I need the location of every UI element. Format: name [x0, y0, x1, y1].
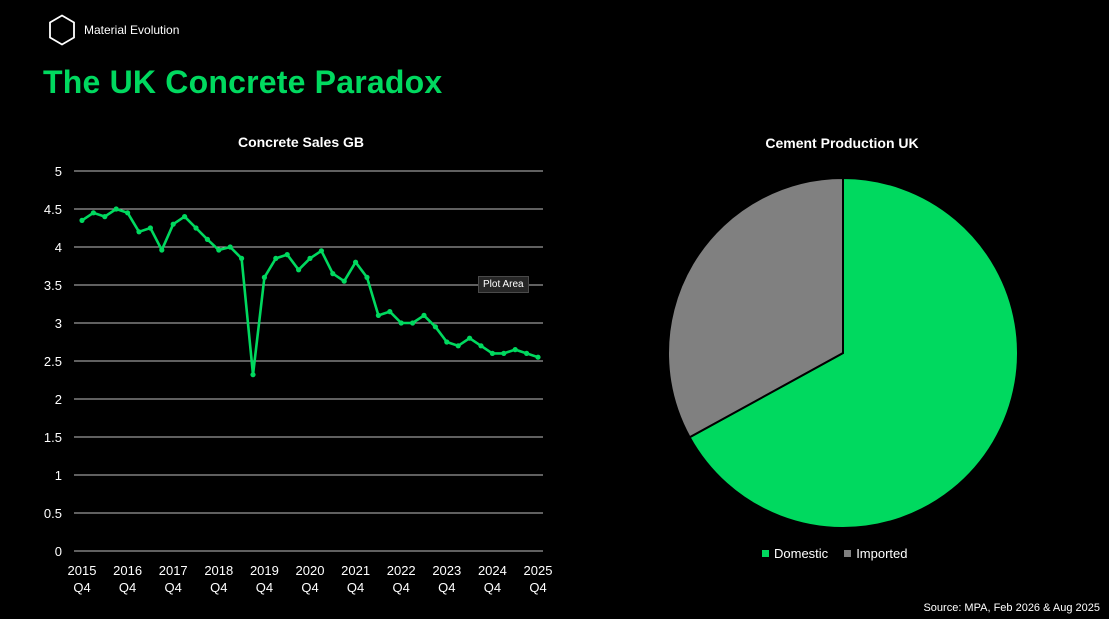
data-point[interactable]	[250, 372, 256, 378]
data-point[interactable]	[341, 278, 347, 284]
legend-swatch-imported	[844, 550, 852, 557]
data-point[interactable]	[296, 267, 302, 273]
data-point[interactable]	[318, 248, 324, 254]
data-point[interactable]	[410, 320, 416, 326]
data-point[interactable]	[227, 244, 233, 250]
data-point[interactable]	[159, 247, 165, 253]
y-tick-label: 2.5	[44, 354, 62, 369]
legend-label-domestic: Domestic	[774, 546, 829, 561]
x-tick-label: 2024	[478, 563, 507, 578]
x-tick-label: 2023	[432, 563, 461, 578]
hexagon-outline-icon	[49, 14, 75, 46]
x-tick-label: Q4	[529, 580, 546, 595]
x-tick-label: 2020	[296, 563, 325, 578]
data-point[interactable]	[90, 210, 96, 216]
data-point[interactable]	[512, 347, 518, 353]
x-tick-label: Q4	[393, 580, 410, 595]
y-tick-label: 3.5	[44, 278, 62, 293]
x-tick-label: 2016	[113, 563, 142, 578]
x-tick-label: Q4	[301, 580, 318, 595]
data-point[interactable]	[239, 255, 245, 261]
data-point[interactable]	[432, 324, 438, 330]
data-point[interactable]	[113, 206, 119, 212]
plot-area-tooltip: Plot Area	[478, 276, 529, 293]
y-tick-label: 2	[55, 392, 62, 407]
y-tick-label: 1	[55, 468, 62, 483]
x-tick-label: 2025	[524, 563, 553, 578]
x-tick-label: Q4	[256, 580, 273, 595]
data-point[interactable]	[375, 312, 381, 318]
legend-swatch-domestic	[762, 550, 769, 557]
legend-item-imported[interactable]: Imported	[844, 546, 908, 561]
data-point[interactable]	[216, 247, 222, 253]
data-point[interactable]	[535, 354, 541, 360]
x-tick-label: 2017	[159, 563, 188, 578]
x-tick-label: 2021	[341, 563, 370, 578]
data-point[interactable]	[478, 343, 484, 349]
y-tick-label: 0.5	[44, 506, 62, 521]
data-point[interactable]	[489, 350, 495, 356]
pie-slice-imported[interactable]	[667, 176, 844, 439]
brand-name: Material Evolution	[84, 23, 180, 37]
data-point[interactable]	[364, 274, 370, 280]
data-point[interactable]	[284, 252, 290, 258]
data-point[interactable]	[467, 335, 473, 341]
x-tick-label: 2015	[68, 563, 97, 578]
x-tick-label: Q4	[438, 580, 455, 595]
x-tick-label: Q4	[484, 580, 501, 595]
x-tick-label: Q4	[165, 580, 182, 595]
source-note: Source: MPA, Feb 2026 & Aug 2025	[923, 602, 1100, 614]
data-point[interactable]	[125, 210, 131, 216]
y-tick-label: 0	[55, 544, 62, 559]
x-tick-label: 2018	[204, 563, 233, 578]
x-tick-label: Q4	[73, 580, 90, 595]
legend-item-domestic[interactable]: Domestic	[762, 546, 828, 561]
x-tick-label: 2019	[250, 563, 279, 578]
legend-label-imported: Imported	[856, 546, 908, 561]
data-point[interactable]	[501, 350, 507, 356]
data-point[interactable]	[136, 229, 142, 235]
line-chart-title: Concrete Sales GB	[237, 134, 365, 150]
brand[interactable]: Material Evolution	[48, 14, 179, 46]
pie-legend: Domestic Imported	[762, 546, 924, 561]
y-tick-label: 4.5	[44, 202, 62, 217]
y-tick-label: 1.5	[44, 430, 62, 445]
pie-slice-domestic[interactable]	[688, 176, 1019, 529]
data-point[interactable]	[455, 343, 461, 349]
pie-chart-title: Cement Production UK	[765, 135, 919, 151]
y-tick-label: 4	[55, 240, 62, 255]
page-title: The UK Concrete Paradox	[43, 64, 443, 100]
x-tick-label: Q4	[347, 580, 364, 595]
data-point[interactable]	[170, 221, 176, 227]
data-point[interactable]	[182, 214, 188, 220]
data-point[interactable]	[353, 259, 359, 265]
data-point[interactable]	[307, 255, 313, 261]
data-point[interactable]	[261, 274, 267, 280]
y-tick-label: 3	[55, 316, 62, 331]
x-tick-label: 2022	[387, 563, 416, 578]
data-point[interactable]	[387, 309, 393, 315]
x-tick-label: Q4	[119, 580, 136, 595]
x-tick-label: Q4	[210, 580, 227, 595]
data-point[interactable]	[147, 225, 153, 231]
data-point[interactable]	[524, 350, 530, 356]
y-tick-label: 5	[55, 164, 62, 179]
data-point[interactable]	[444, 339, 450, 345]
data-point[interactable]	[193, 225, 199, 231]
data-point[interactable]	[330, 271, 336, 277]
data-point[interactable]	[273, 255, 279, 261]
data-point[interactable]	[79, 217, 85, 223]
data-point[interactable]	[102, 214, 108, 220]
data-point[interactable]	[421, 312, 427, 318]
data-point[interactable]	[398, 320, 404, 326]
data-point[interactable]	[204, 236, 210, 242]
